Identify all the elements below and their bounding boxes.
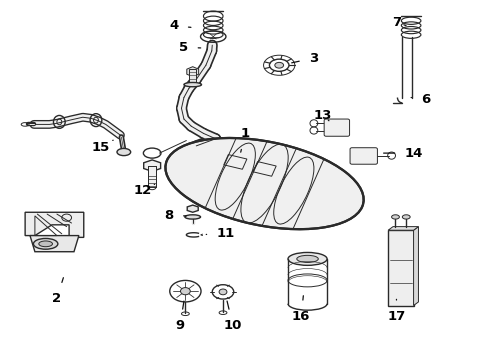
Ellipse shape — [275, 62, 284, 68]
Ellipse shape — [184, 82, 201, 87]
Text: 1: 1 — [241, 127, 249, 152]
Text: 16: 16 — [292, 296, 310, 323]
Ellipse shape — [185, 215, 200, 219]
Ellipse shape — [117, 148, 131, 156]
Polygon shape — [187, 67, 198, 77]
Polygon shape — [388, 226, 418, 230]
Polygon shape — [187, 205, 198, 212]
Ellipse shape — [180, 288, 190, 295]
Ellipse shape — [297, 255, 318, 262]
Bar — [388, 230, 414, 306]
Ellipse shape — [402, 215, 410, 219]
Polygon shape — [30, 235, 79, 252]
Text: 9: 9 — [175, 301, 185, 332]
Polygon shape — [144, 160, 161, 171]
Text: 6: 6 — [411, 93, 430, 106]
Ellipse shape — [39, 241, 52, 247]
Text: 7: 7 — [392, 16, 406, 29]
FancyBboxPatch shape — [350, 148, 377, 164]
Text: 11: 11 — [206, 227, 235, 240]
Bar — [224, 154, 247, 169]
FancyBboxPatch shape — [324, 119, 349, 136]
Text: 15: 15 — [92, 140, 113, 154]
Text: 3: 3 — [292, 51, 318, 64]
Text: 5: 5 — [179, 41, 201, 54]
Text: 2: 2 — [52, 278, 63, 305]
Polygon shape — [414, 226, 418, 306]
Ellipse shape — [33, 238, 58, 249]
Ellipse shape — [392, 215, 399, 219]
Text: 13: 13 — [314, 109, 332, 122]
Text: 12: 12 — [133, 184, 155, 197]
Text: 10: 10 — [223, 301, 242, 332]
Text: 8: 8 — [165, 210, 186, 222]
Ellipse shape — [166, 138, 364, 229]
Bar — [189, 69, 196, 83]
Text: 4: 4 — [170, 19, 191, 32]
Polygon shape — [25, 212, 84, 237]
Bar — [148, 166, 156, 187]
Ellipse shape — [288, 252, 327, 265]
Ellipse shape — [219, 289, 227, 295]
Text: 14: 14 — [384, 147, 423, 159]
Bar — [253, 162, 276, 176]
Text: 17: 17 — [387, 299, 406, 323]
